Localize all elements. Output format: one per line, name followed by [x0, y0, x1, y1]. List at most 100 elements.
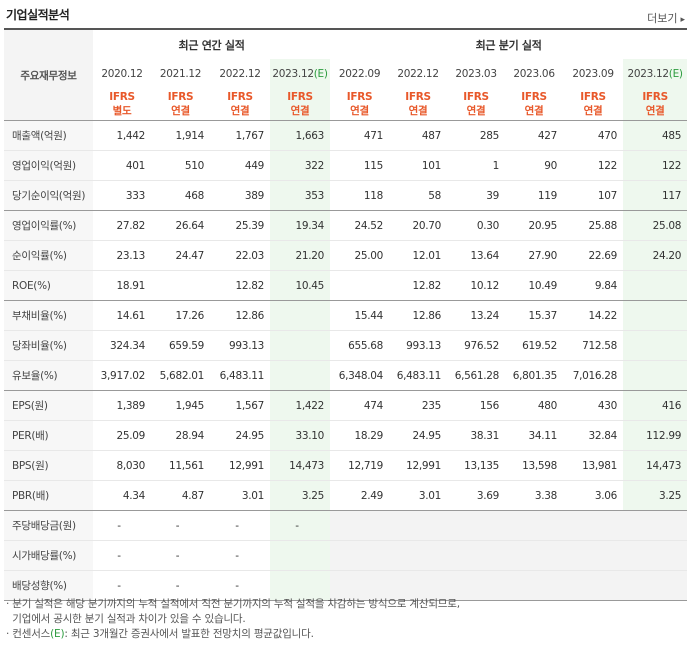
column-type-4: IFRS 연결 — [330, 88, 389, 121]
table-cell: 976.52 — [447, 330, 506, 361]
column-type-8: IFRS 연결 — [563, 88, 623, 121]
row-label: 영업이익(억원) — [4, 150, 93, 181]
table-cell: - — [151, 570, 210, 601]
table-cell: 5,682.01 — [151, 360, 210, 391]
table-cell: 3.38 — [505, 480, 564, 511]
table-cell: 22.03 — [210, 240, 270, 271]
table-cell: 333 — [93, 180, 151, 211]
row-label: 배당성향(%) — [4, 570, 93, 601]
row-label: 순이익률(%) — [4, 240, 93, 271]
consolidation-type: 연결 — [466, 105, 486, 117]
table-cell — [623, 570, 688, 601]
table-cell — [270, 540, 331, 571]
column-date-8: 2023.09 — [563, 59, 623, 88]
table-row: PBR(배) 4.34 4.87 3.01 3.25 2.49 3.01 3.69 3.38 3.… — [4, 480, 688, 511]
table-cell: 3.01 — [389, 480, 448, 511]
more-link[interactable]: 더보기 ▸ — [647, 10, 685, 26]
table-cell: 285 — [447, 120, 506, 151]
corner-label: 주요재무정보 — [4, 28, 93, 121]
consolidation-type: 연결 — [583, 105, 603, 117]
table-cell: 659.59 — [151, 330, 210, 361]
column-type-0: IFRS 별도 — [93, 88, 151, 121]
row-label: PBR(배) — [4, 480, 93, 511]
column-date-text: 2022.12 — [397, 67, 439, 80]
table-cell: 25.88 — [563, 210, 624, 241]
row-label: 시가배당률(%) — [4, 540, 93, 571]
table-cell: 14.22 — [563, 300, 624, 331]
table-cell: 119 — [505, 180, 564, 211]
table-cell: 22.69 — [563, 240, 624, 271]
column-date-text: 2023.06 — [513, 67, 555, 80]
accounting-standard: IFRS — [227, 91, 253, 103]
table-cell — [563, 540, 624, 571]
table-row: PER(배) 25.09 28.94 24.95 33.10 18.29 24.95 38.3… — [4, 420, 688, 451]
table-cell: 993.13 — [210, 330, 270, 361]
accounting-standard: IFRS — [405, 91, 431, 103]
table-cell: 20.70 — [389, 210, 448, 241]
table-cell: 27.82 — [93, 210, 151, 241]
table-cell: 1,945 — [151, 390, 210, 421]
table-cell: 122 — [563, 150, 624, 181]
table-cell: 712.58 — [563, 330, 624, 361]
table-cell: 13,598 — [505, 450, 564, 481]
table-row: 시가배당률(%) - - - — [4, 540, 688, 571]
table-cell: 38.31 — [447, 420, 506, 451]
table-cell: 20.95 — [505, 210, 564, 241]
table-cell: 1,422 — [270, 390, 331, 421]
consolidation-type: 연결 — [350, 105, 369, 117]
row-label: 유보율(%) — [4, 360, 93, 391]
table-cell: 15.44 — [330, 300, 390, 331]
table-cell: 18.29 — [330, 420, 390, 451]
table-cell: 1,767 — [210, 120, 270, 151]
financial-table: 주요재무정보 최근 연간 실적 최근 분기 실적 2020.12 2021.12 2… — [4, 28, 688, 601]
accounting-standard: IFRS — [580, 91, 606, 103]
table-cell: 33.10 — [270, 420, 331, 451]
table-row: 매출액(억원) 1,442 1,914 1,767 1,663 471 487 285 427 4… — [4, 120, 688, 151]
table-cell: 0.30 — [447, 210, 506, 241]
footnote-2: 기업에서 공시한 분기 실적과 차이가 있을 수 있습니다. — [6, 613, 246, 625]
table-cell — [330, 270, 390, 301]
column-type-9: IFRS 연결 — [623, 88, 688, 121]
table-cell: 17.26 — [151, 300, 210, 331]
footnote-1: · 분기 실적은 해당 분기까지의 누적 실적에서 직전 분기까지의 누적 실적… — [6, 598, 460, 610]
table-cell: 39 — [447, 180, 506, 211]
table-cell: 26.64 — [151, 210, 210, 241]
table-cell: - — [151, 540, 210, 571]
table-cell — [389, 510, 448, 541]
column-date-text: 2021.12 — [159, 67, 202, 80]
table-cell: 619.52 — [505, 330, 564, 361]
table-cell: 235 — [389, 390, 448, 421]
table-cell: 449 — [210, 150, 270, 181]
table-cell: 25.08 — [623, 210, 688, 241]
table-cell: 13.64 — [447, 240, 506, 271]
column-date-text: 2023.12 — [272, 67, 314, 80]
table-cell — [505, 570, 564, 601]
table-cell — [330, 540, 390, 571]
accounting-standard: IFRS — [287, 91, 313, 103]
column-date-3: 2023.12(E) — [270, 59, 331, 88]
table-cell: - — [210, 540, 270, 571]
more-label[interactable]: 더보기 — [647, 12, 678, 25]
table-cell: 4.34 — [93, 480, 151, 511]
consolidation-type: 연결 — [171, 105, 190, 117]
table-cell — [330, 510, 390, 541]
table-cell: 12.86 — [210, 300, 270, 331]
panel-title: 기업실적분석 — [6, 8, 70, 22]
table-cell: 430 — [563, 390, 624, 421]
column-date-6: 2023.03 — [447, 59, 505, 88]
column-type-2: IFRS 연결 — [210, 88, 270, 121]
accounting-standard: IFRS — [346, 91, 373, 103]
table-cell: 3.06 — [563, 480, 624, 511]
table-cell: 1,663 — [270, 120, 331, 151]
column-date-0: 2020.12 — [93, 59, 151, 88]
footnote-3-text: : 최근 3개월간 증권사에서 발표한 전망치의 평균값입니다. — [64, 628, 314, 640]
table-cell: 32.84 — [563, 420, 624, 451]
table-cell: 19.34 — [270, 210, 331, 241]
table-cell: 416 — [623, 390, 688, 421]
table-cell: 13,135 — [447, 450, 506, 481]
table-cell: 7,016.28 — [563, 360, 624, 391]
column-date-text: 2022.09 — [338, 67, 381, 80]
column-type-5: IFRS 연결 — [389, 88, 447, 121]
table-cell: 12.01 — [389, 240, 448, 271]
column-type-1: IFRS 연결 — [151, 88, 210, 121]
